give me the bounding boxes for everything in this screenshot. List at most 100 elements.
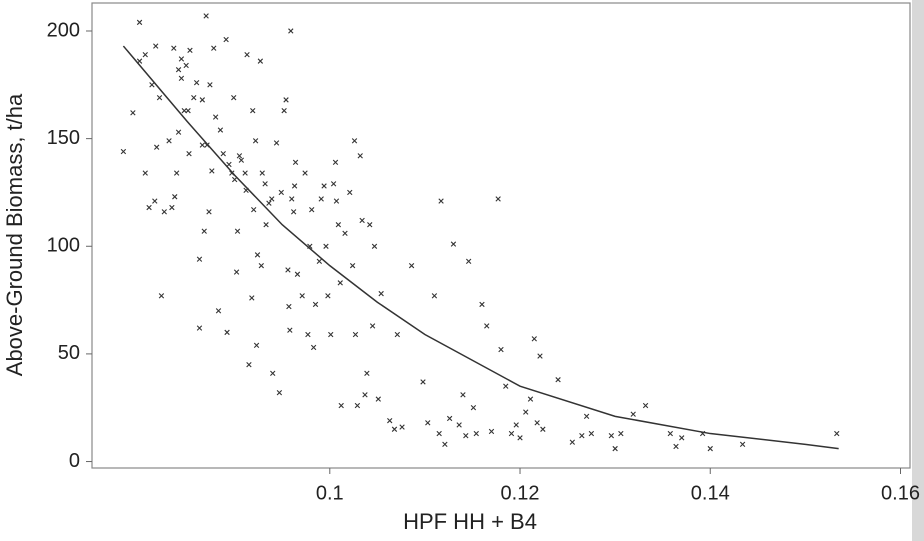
scatter-point	[172, 194, 178, 200]
scatter-point	[588, 430, 595, 437]
scatter-point	[362, 392, 368, 398]
scatter-point	[630, 411, 636, 417]
scatter-point	[149, 82, 155, 88]
scatter-point	[498, 346, 504, 353]
scatter-point	[399, 424, 405, 430]
scatter-point	[130, 110, 136, 116]
scatter-point	[270, 370, 276, 376]
scatter-point	[289, 196, 295, 202]
scatter-point	[503, 383, 509, 389]
scatter-point	[408, 262, 415, 269]
scatter-point	[508, 430, 515, 437]
scatter-point	[328, 331, 334, 338]
scatter-point	[450, 241, 457, 247]
scatter-point	[325, 293, 331, 299]
scatter-point	[178, 75, 185, 82]
scatter-point	[266, 200, 272, 206]
scatter-point	[209, 168, 215, 174]
scatter-point	[250, 107, 256, 114]
scatter-point	[196, 325, 203, 331]
scatter-point	[288, 28, 294, 34]
scatter-point	[212, 114, 219, 120]
scatter-point	[473, 430, 479, 437]
fit-curve	[122, 45, 839, 450]
x-tick-label: 0.12	[501, 482, 540, 504]
scatter-point	[246, 361, 252, 368]
plot-frame	[91, 2, 911, 469]
scatter-point	[309, 206, 315, 213]
scatter-point	[540, 426, 546, 432]
scatter-point	[357, 153, 363, 159]
scatter-point	[302, 170, 308, 176]
scatter-point	[161, 209, 167, 215]
scatter-point	[203, 13, 209, 19]
scatter-point	[215, 308, 222, 314]
y-tick-label: 100	[47, 235, 80, 257]
scatter-point	[463, 433, 469, 439]
scatter-point	[531, 336, 537, 342]
scatter-point	[347, 189, 353, 196]
scatter-point	[185, 107, 191, 114]
scatter-point	[287, 327, 293, 333]
scatter-point	[152, 198, 158, 204]
scatter-point	[330, 181, 337, 187]
scatter-point	[352, 331, 359, 338]
scatter-point	[178, 56, 185, 62]
scatter-point	[234, 228, 241, 234]
scatter-point	[436, 430, 442, 437]
scatter-point	[286, 303, 292, 310]
scatter-point	[158, 293, 165, 299]
scatter-point	[153, 144, 160, 150]
scatter-point	[242, 170, 248, 176]
scatter-point	[612, 445, 618, 452]
scatter-point	[223, 36, 229, 43]
scatter-point	[335, 222, 342, 228]
scatter-point	[175, 129, 182, 135]
scatter-point	[291, 183, 298, 189]
scatter-point	[425, 420, 431, 426]
scatter-point	[257, 58, 264, 64]
scatter-point	[206, 209, 212, 215]
scatter-point	[323, 243, 329, 249]
x-axis-label: HPF HH + B4	[403, 509, 537, 534]
scatter-point	[299, 293, 305, 299]
scatter-point	[391, 426, 398, 432]
scatter-point	[707, 445, 713, 452]
scatter-point	[442, 441, 448, 448]
y-tick-label: 150	[47, 127, 80, 149]
scatter-point	[321, 183, 327, 189]
scatter-point	[446, 415, 453, 422]
scatter-point	[142, 51, 148, 58]
scatter-point	[236, 153, 243, 159]
scatter-point	[249, 295, 255, 301]
scatter-point	[523, 409, 529, 415]
scatter-point	[312, 301, 319, 308]
scatter-point	[394, 331, 401, 338]
scatter-point	[679, 435, 685, 441]
scatter-point	[146, 204, 152, 211]
scatter-point	[479, 301, 485, 308]
scatter-point	[186, 151, 192, 157]
scatter-point	[292, 159, 299, 165]
scatter-point	[667, 430, 673, 437]
x-tick-label: 0.14	[691, 482, 730, 504]
scatter-point	[555, 377, 561, 383]
scatter-point	[258, 262, 264, 269]
scatter-point	[269, 196, 275, 202]
x-tick-label: 0.16	[881, 482, 920, 504]
scatter-point	[371, 243, 378, 249]
scatter-point	[262, 181, 268, 187]
scatter-point	[351, 138, 358, 144]
y-tick-label: 50	[58, 342, 80, 364]
scatter-point	[375, 396, 381, 402]
scatter-point	[378, 290, 384, 297]
scatter-point	[244, 51, 250, 58]
scatter-point	[333, 198, 340, 204]
scatter-point	[369, 323, 376, 329]
scatter-point	[364, 370, 370, 376]
scatter-point	[290, 209, 297, 215]
scatter-point	[153, 43, 159, 49]
scatter-point	[673, 443, 679, 450]
scatter-point	[183, 62, 189, 69]
scatter-point	[191, 95, 197, 101]
